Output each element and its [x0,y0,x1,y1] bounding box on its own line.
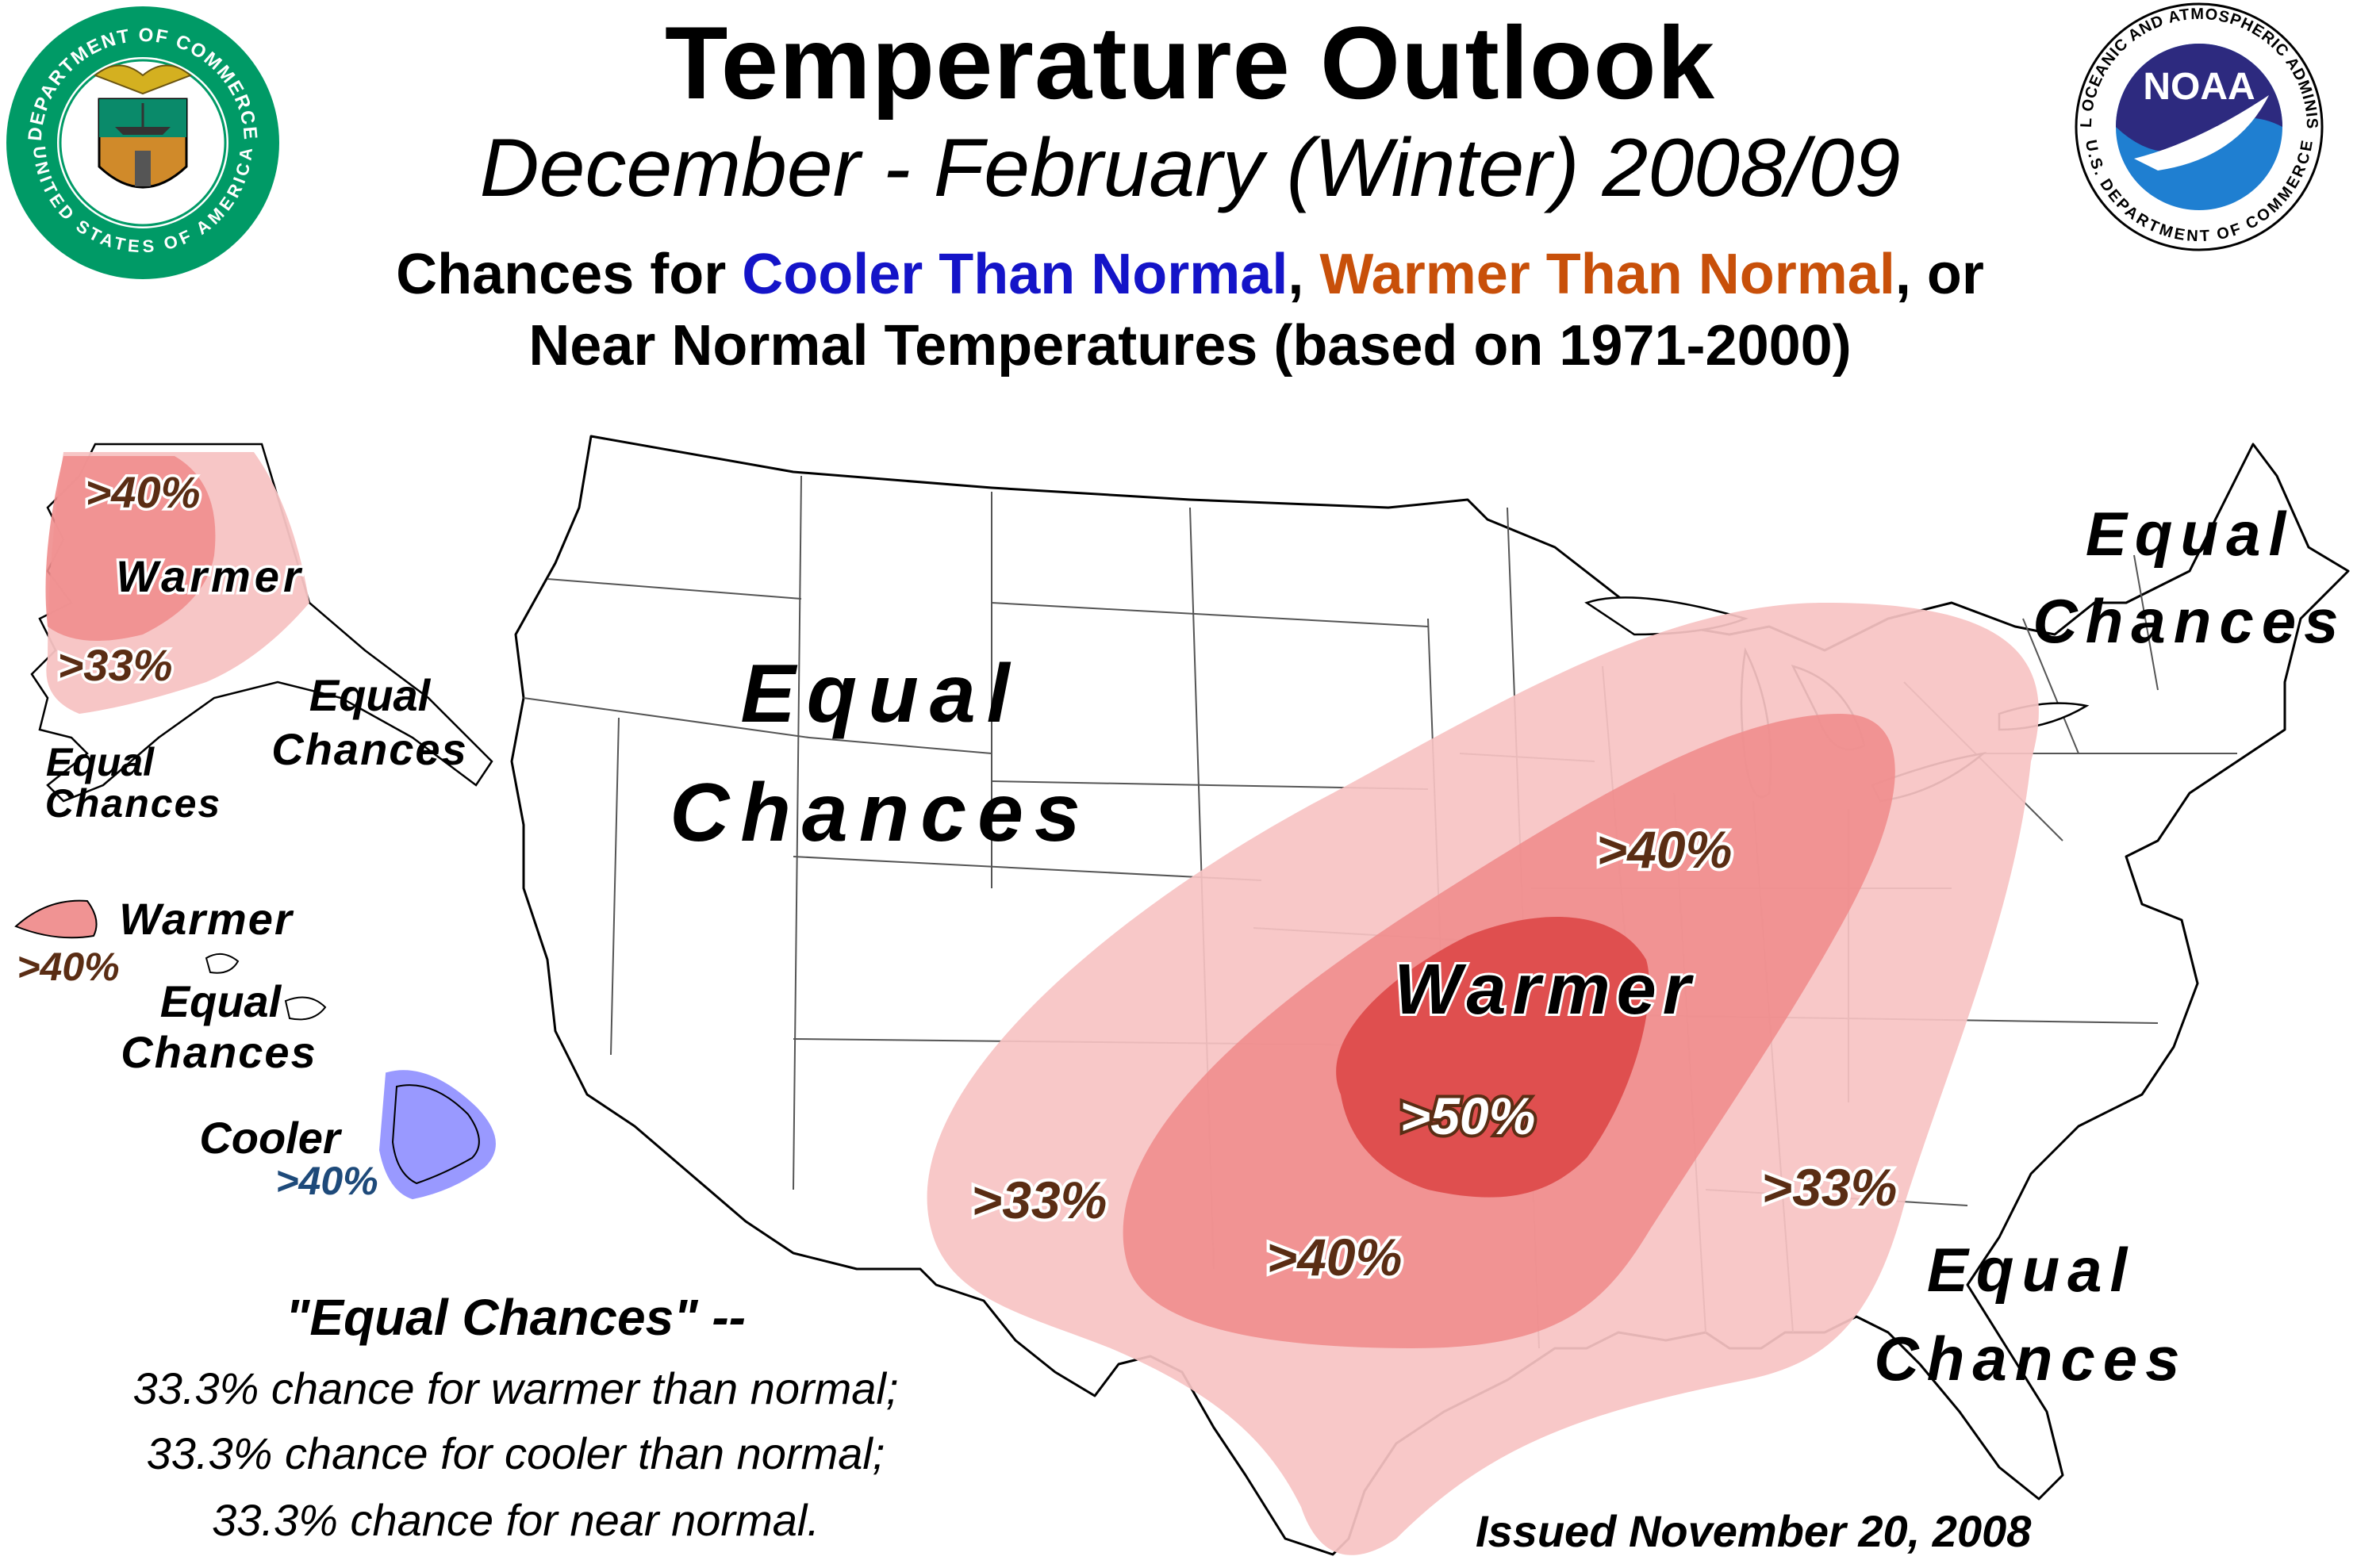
hawaii-cool-pct: >40% [275,1159,378,1203]
texas-pct-label: >40% [1267,1228,1403,1286]
alaska-pct-low: >33% [58,640,173,690]
equal-chances-line-1: 33.3% chance for warmer than normal; [132,1363,899,1413]
oahu-island [205,953,240,974]
alaska-ec-west-line2: Chances [45,781,221,826]
kauai-warmer-region [14,899,98,939]
commerce-seal-logo: DEPARTMENT OF COMMERCE UNITED STATES OF … [6,6,279,279]
southeast-pct-label: >33% [1762,1158,1898,1217]
probability-shading [927,603,2039,1555]
heading-warm: Warmer Than Normal [1319,243,1895,306]
southwest-pct-label: >33% [972,1171,1107,1229]
center-pct-label: >50% [1400,1087,1536,1145]
big-island-cooler-region [378,1070,496,1200]
heading-line-1: Chances for Cooler Than Normal, Warmer T… [0,240,2380,309]
alaska [30,443,493,803]
big-island-outline [391,1084,480,1185]
heading-cool: Cooler Than Normal [742,243,1288,306]
heading-prefix: Chances for [396,243,743,306]
alaska-ec-east-line2: Chances [271,724,467,774]
equal-chances-title: "Equal Chances" -- [286,1289,746,1346]
issued-date: Issued November 20, 2008 [1476,1506,2032,1556]
hawaii-warm-pct: >40% [17,945,119,989]
noaa-top-text: NATIONAL OCEANIC AND ATMOSPHERIC ADMINIS… [0,0,2320,129]
hawaii-warm-category: Warmer [119,894,294,944]
page-subtitle: December - February (Winter) 2008/09 [479,122,1901,214]
ec-northeast-line2: Chances [2033,586,2346,656]
ec-west-line1: Equal [740,648,1020,740]
page-title: Temperature Outlook [664,5,1715,121]
noaa-wordmark: NOAA [2143,66,2255,108]
alaska-warmer-40 [45,456,216,641]
alaska-pct-high: >40% [86,467,201,517]
ec-southeast-line1: Equal [1927,1235,2135,1305]
ec-northeast-line1: Equal [2086,499,2294,569]
hawaii-cool-category: Cooler [199,1113,343,1163]
equal-chances-line-3: 33.3% chance for near normal. [212,1495,820,1545]
alaska-ec-west-line1: Equal [46,740,155,784]
ec-southeast-line2: Chances [1874,1324,2187,1393]
maui-island [284,996,327,1021]
noaa-logo: NOAA NATIONAL OCEANIC AND ATMOSPHERIC AD… [0,0,2324,251]
ec-west-line2: Chances [670,767,1092,859]
eagle-icon [94,64,192,95]
alaska-category-label: Warmer [116,551,305,601]
hawaii-ec-line2: Chances [121,1027,317,1077]
warmer-50-region [1336,917,1649,1198]
hawaii-ec-line1: Equal [160,976,282,1026]
heading-separator: , [1288,243,1320,306]
svg-text:NATIONAL OCEANIC AND ATMOSPHER: NATIONAL OCEANIC AND ATMOSPHERIC ADMINIS… [0,0,2320,129]
equal-chances-line-2: 33.3% chance for cooler than normal; [146,1428,885,1478]
alaska-ec-east-line1: Equal [309,670,432,720]
heading-suffix: , or [1894,243,1984,306]
midwest-pct-label: >40% [1597,820,1733,879]
heading-line-2: Near Normal Temperatures (based on 1971-… [528,314,1852,378]
center-category-label: Warmer [1394,950,1697,1029]
hawaii [14,899,496,1200]
